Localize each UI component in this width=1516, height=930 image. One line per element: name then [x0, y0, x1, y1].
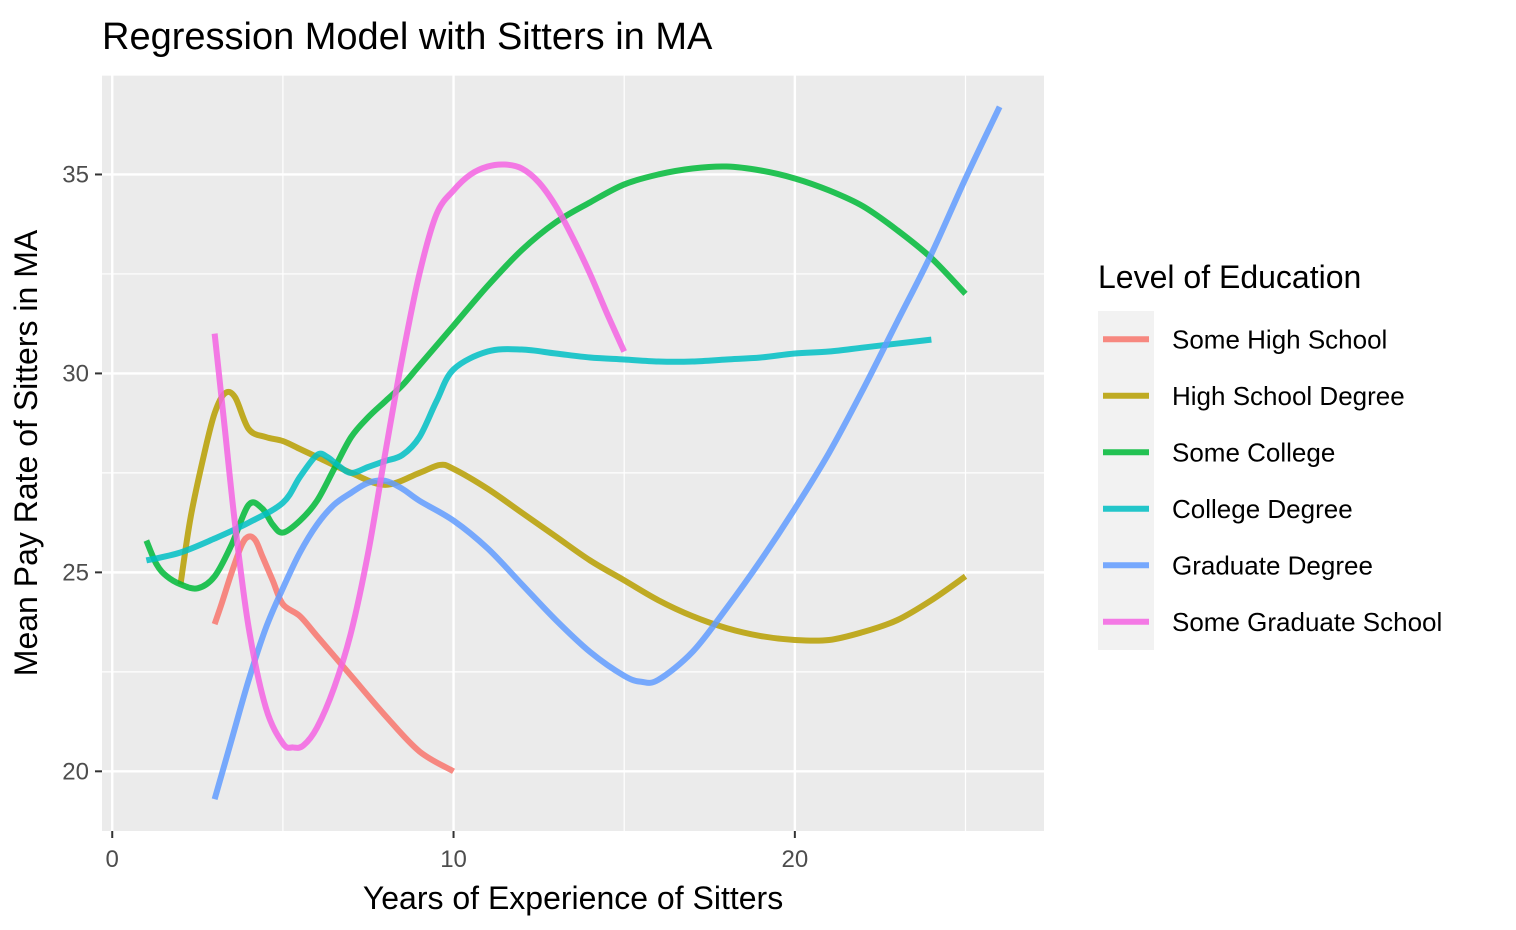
- y-axis-title: Mean Pay Rate of Sitters in MA: [8, 229, 44, 676]
- x-tick-label: 10: [440, 846, 467, 873]
- major-gridlines: [102, 75, 1044, 831]
- legend-label-0: Some High School: [1172, 324, 1387, 354]
- y-tick-label: 30: [62, 360, 89, 387]
- y-tick-label: 25: [62, 559, 89, 586]
- legend-label-1: High School Degree: [1172, 381, 1405, 411]
- series-line-4: [211, 105, 1003, 800]
- series-line-5: [211, 161, 627, 751]
- series-line-2: [143, 163, 968, 592]
- series-line-0: [211, 533, 456, 774]
- y-tick-label: 35: [62, 161, 89, 188]
- legend-label-2: Some College: [1172, 437, 1335, 467]
- x-tick-label: 20: [781, 846, 808, 873]
- x-tick-label: 0: [106, 846, 119, 873]
- y-tick-label: 20: [62, 758, 89, 785]
- legend-label-4: Graduate Degree: [1172, 550, 1373, 580]
- y-axis-ticks: 20 25 30 35: [62, 161, 102, 785]
- legend-keys-background: [1098, 311, 1154, 650]
- legend-items: Some High School High School Degree Some C…: [1103, 324, 1442, 637]
- legend-label-3: College Degree: [1172, 494, 1353, 524]
- series-lines: [143, 105, 1003, 800]
- x-axis-title: Years of Experience of Sitters: [363, 880, 783, 916]
- legend: Level of Education Some High School High …: [1098, 259, 1442, 650]
- legend-title: Level of Education: [1098, 259, 1361, 295]
- x-axis-ticks: 0 10 20: [106, 831, 808, 873]
- chart-title: Regression Model with Sitters in MA: [102, 16, 713, 58]
- plot-panel: [102, 75, 1044, 831]
- series-line-3: [145, 336, 932, 564]
- series-line-1: [177, 388, 968, 644]
- legend-label-5: Some Graduate School: [1172, 607, 1442, 637]
